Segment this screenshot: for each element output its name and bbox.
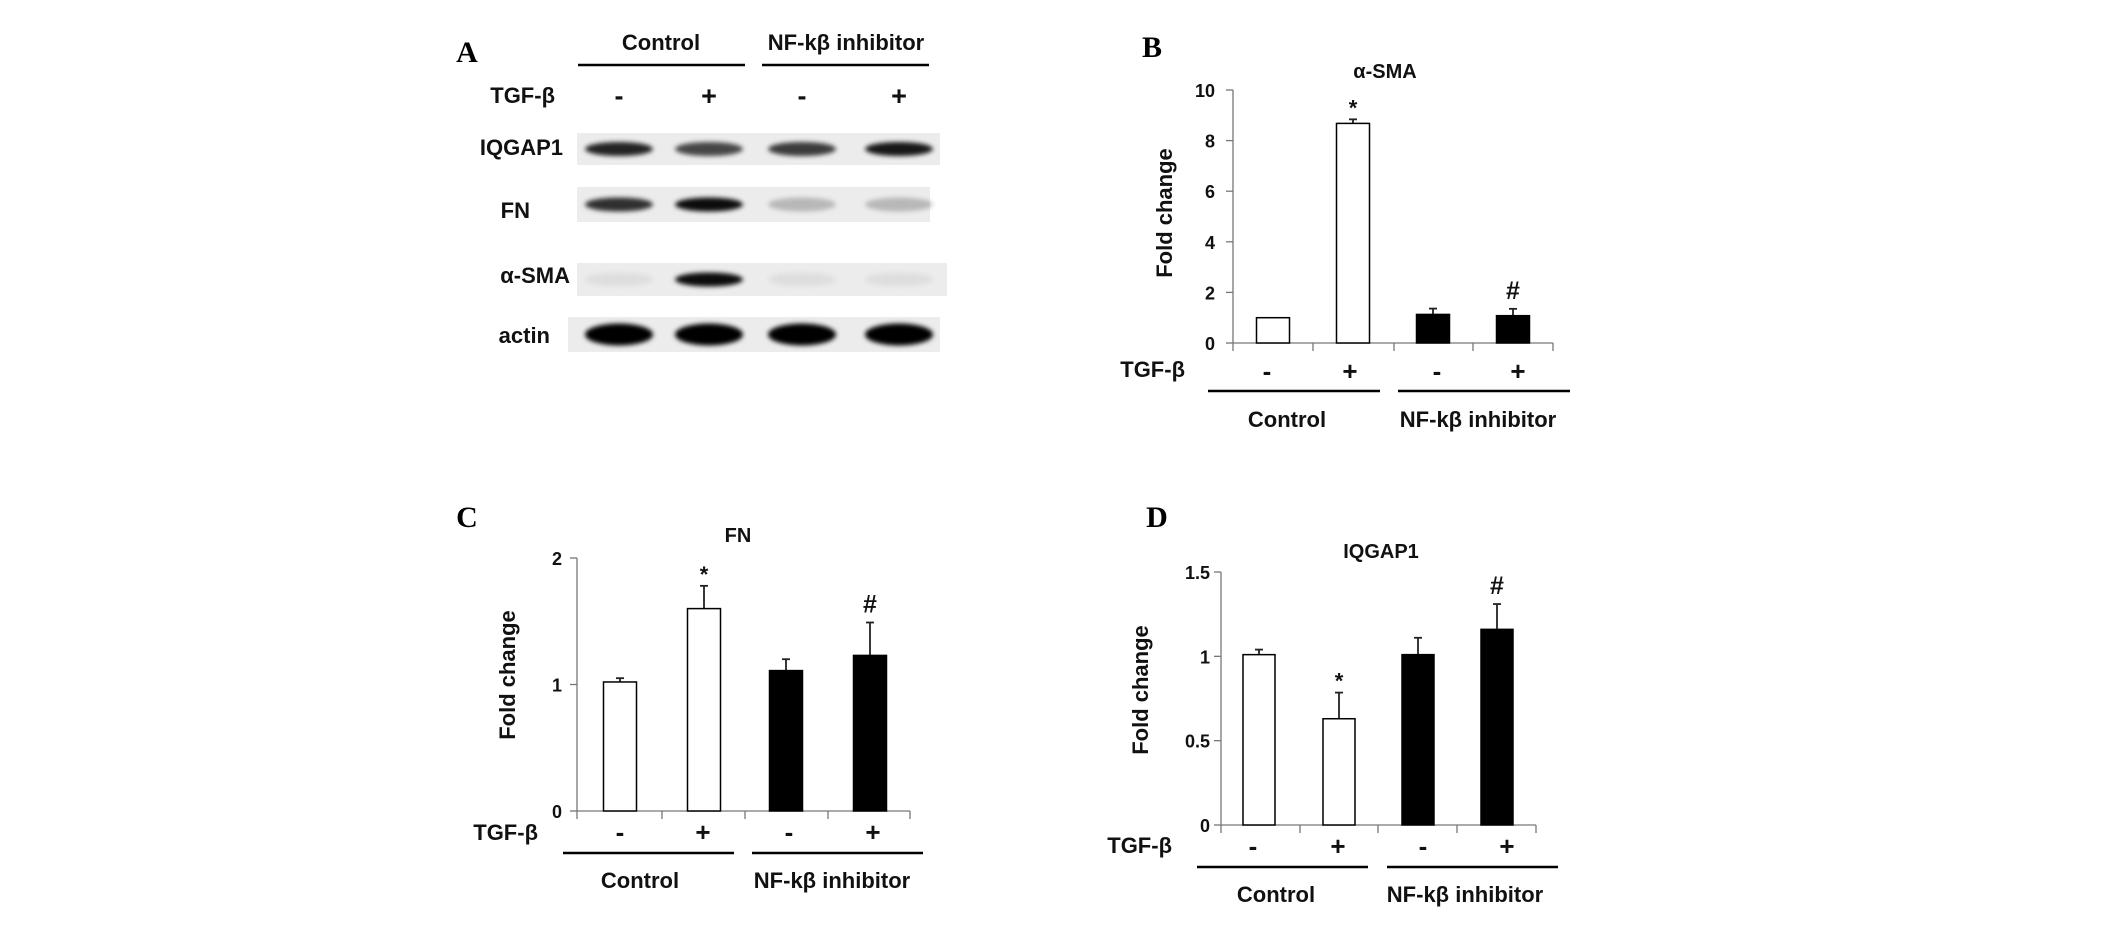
chart-title: IQGAP1: [1343, 541, 1419, 563]
treatment-sign: -: [785, 817, 794, 847]
significance-mark: #: [1490, 572, 1504, 600]
y-tick-label: 0: [552, 802, 562, 822]
blot-band: [768, 272, 836, 287]
treatment-sign: +: [701, 81, 717, 111]
blot-band: [585, 323, 653, 346]
blot-band: [675, 197, 743, 212]
blot-band: [675, 272, 743, 287]
blot-band: [865, 323, 933, 346]
blot-band: [768, 323, 836, 346]
treatment-label: TGF-β: [490, 83, 555, 108]
blot-row-label: α-SMA: [500, 263, 570, 288]
treatment-sign: +: [1499, 831, 1514, 861]
blot-band: [585, 197, 653, 212]
panel-letter: B: [1142, 31, 1162, 64]
significance-mark: *: [1335, 669, 1344, 694]
treatment-sign: +: [1342, 356, 1357, 386]
y-tick-label: 0: [1200, 816, 1210, 836]
alpha-sma-chart: Bα-SMA Fold change 0 2 4 6 8 10 - * + - # + TGF-β Contr…: [1120, 31, 1570, 432]
y-axis-label: Fold change: [1128, 625, 1153, 755]
treatment-label: TGF-β: [1120, 357, 1185, 382]
bar: [1255, 316, 1291, 344]
y-tick-label: 4: [1205, 233, 1215, 253]
bar: [768, 669, 804, 812]
group-label: NF-kβ inhibitor: [768, 30, 925, 55]
bar: [1322, 717, 1356, 826]
treatment-sign: -: [1263, 356, 1272, 386]
blot-band: [585, 272, 653, 287]
treatment-sign: -: [615, 81, 624, 111]
treatment-sign: +: [1510, 356, 1525, 386]
blot-band: [865, 142, 933, 156]
blot-band: [585, 142, 653, 156]
group-label: NF-kβ inhibitor: [1387, 882, 1544, 907]
significance-mark: *: [700, 562, 709, 587]
bar: [1335, 122, 1371, 344]
bar: [602, 681, 638, 812]
treatment-sign: -: [616, 817, 625, 847]
group-label: Control: [1248, 407, 1326, 432]
y-tick-label: 1.5: [1185, 563, 1210, 583]
group-label: Control: [622, 30, 700, 55]
bar: [1480, 628, 1514, 826]
y-tick-label: 0.5: [1185, 732, 1210, 752]
group-label: NF-kβ inhibitor: [754, 868, 911, 893]
chart-title: α-SMA: [1353, 61, 1416, 83]
blot-band: [675, 142, 743, 156]
treatment-sign: +: [1330, 831, 1345, 861]
panel-letter: A: [456, 36, 478, 69]
y-axis-label: Fold change: [495, 610, 520, 740]
iqgap1-chart: D IQGAP1 Fold change 0 0.5 1 1.5 - * + - # + TGF-β Con…: [1107, 501, 1558, 907]
panel-letter: C: [456, 501, 478, 534]
blot-band: [865, 272, 933, 287]
group-label: Control: [1237, 882, 1315, 907]
panel-letter: D: [1146, 501, 1168, 534]
significance-mark: *: [1349, 95, 1358, 120]
treatment-sign: -: [798, 81, 807, 111]
treatment-sign: -: [1249, 831, 1258, 861]
blot-band: [675, 323, 743, 346]
group-label: Control: [601, 868, 679, 893]
y-tick-label: 10: [1195, 81, 1215, 101]
treatment-label: TGF-β: [1107, 833, 1172, 858]
y-tick-label: 6: [1205, 182, 1215, 202]
y-tick-label: 8: [1205, 132, 1215, 152]
bar: [1242, 653, 1276, 826]
y-axis-label: Fold change: [1152, 148, 1177, 278]
blot-row-label: actin: [499, 323, 550, 348]
significance-mark: #: [863, 591, 877, 619]
bar: [1401, 653, 1435, 826]
chart-title: FN: [725, 525, 752, 547]
y-tick-label: 1: [552, 676, 562, 696]
blot-band: [865, 197, 933, 212]
fn-chart: C FN Fold change 0 1 2 - * + - # + TGF-β Control NF-kβ…: [456, 501, 923, 893]
y-tick-label: 0: [1205, 334, 1215, 354]
bar: [852, 654, 888, 812]
bar: [1495, 314, 1531, 344]
blot-row-label: IQGAP1: [480, 135, 563, 160]
bar: [1415, 313, 1451, 344]
treatment-sign: +: [891, 81, 907, 111]
western-blot-panel: A Control NF-kβ inhibitor TGF-β - + - + IQGAP1 FN…: [456, 30, 947, 352]
blot-row-label: FN: [501, 198, 530, 223]
treatment-sign: +: [865, 817, 880, 847]
y-tick-label: 2: [552, 549, 562, 569]
treatment-sign: -: [1433, 356, 1442, 386]
y-tick-label: 2: [1205, 283, 1215, 303]
group-label: NF-kβ inhibitor: [1400, 407, 1557, 432]
blot-band: [768, 142, 836, 156]
treatment-sign: +: [695, 817, 710, 847]
bar: [686, 607, 722, 812]
treatment-label: TGF-β: [473, 820, 538, 845]
blot-band: [768, 197, 836, 212]
significance-mark: #: [1506, 277, 1520, 305]
treatment-sign: -: [1419, 831, 1428, 861]
y-tick-label: 1: [1200, 647, 1210, 667]
